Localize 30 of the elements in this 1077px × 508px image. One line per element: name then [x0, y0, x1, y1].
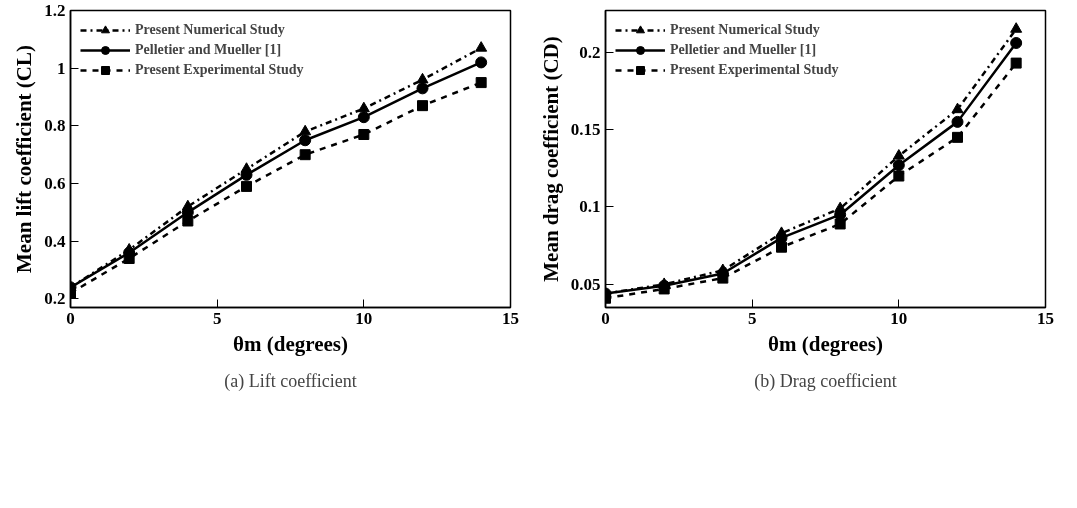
x-tick-label: 10 [890, 308, 908, 328]
legend-label: Present Experimental Study [670, 62, 839, 78]
legend-label: Present Experimental Study [135, 62, 304, 78]
x-axis-title: θm (degrees) [233, 331, 348, 356]
x-tick-label: 5 [212, 308, 222, 328]
legend-label: Pelletier and Mueller [1] [135, 42, 282, 58]
text: (a) Lift coefficient [224, 370, 357, 392]
y-axis-title: Mean lift coefficient (CL) [12, 45, 37, 273]
y-tick-label: 0.2 [44, 289, 66, 309]
y-tick-label: 0.05 [570, 274, 601, 294]
y-tick-label: 0.15 [570, 120, 601, 140]
y-axis-title: Mean drag coefficient (CD) [538, 36, 563, 282]
legend-label: Present Numerical Study [670, 22, 820, 38]
x-axis-title: θm (degrees) [768, 331, 883, 356]
x-tick-label: 15 [1037, 308, 1054, 328]
y-tick-label: 0.4 [44, 231, 66, 251]
legend-label: Present Numerical Study [135, 22, 285, 38]
legend-label: Pelletier and Mueller [1] [670, 42, 817, 58]
x-tick-label: 0 [66, 308, 75, 328]
y-tick-label: 0.1 [579, 197, 601, 217]
x-tick-label: 15 [502, 308, 519, 328]
y-tick-label: 0.2 [579, 42, 601, 62]
x-tick-label: 0 [601, 308, 610, 328]
x-tick-label: 5 [747, 308, 757, 328]
y-tick-label: 0.6 [44, 174, 66, 194]
y-tick-label: 1.2 [44, 1, 66, 20]
y-tick-label: 0.8 [44, 116, 66, 136]
y-tick-label: 1 [57, 58, 66, 78]
x-tick-label: 10 [355, 308, 373, 328]
text: (b) Drag coefficient [754, 370, 897, 392]
